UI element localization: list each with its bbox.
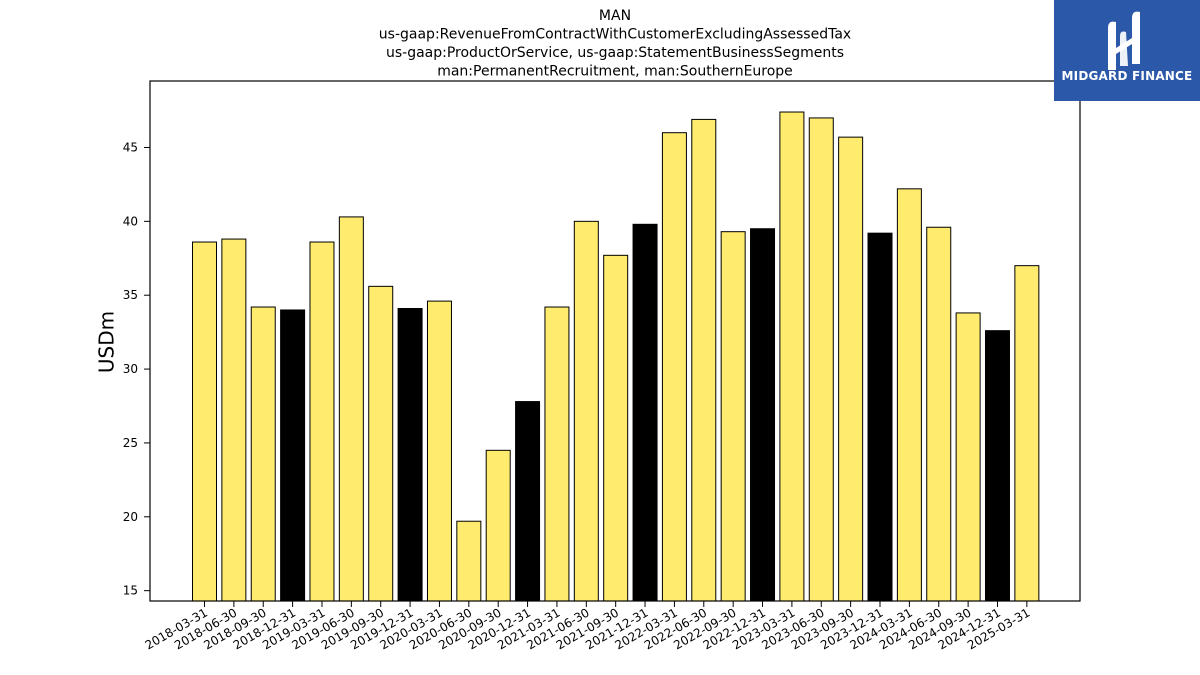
bar-2018-09-30: [250, 306, 276, 602]
bar-2024-09-30: [955, 312, 981, 602]
bar-2019-12-31: [397, 308, 423, 602]
bar-2018-12-31: [280, 309, 306, 602]
y-tick-label: 45: [123, 140, 138, 154]
y-axis-label: USDm: [95, 311, 119, 373]
bar-2025-03-31: [1014, 265, 1040, 602]
bars: [192, 111, 1040, 602]
bar-2019-03-31: [309, 241, 335, 602]
midgard-finance-logo: MIDGARD FINANCE: [1054, 0, 1200, 101]
plot-frame: [149, 80, 1081, 602]
bar-2022-12-31: [750, 228, 776, 602]
bar-2023-12-31: [867, 232, 893, 602]
y-tick-label: 40: [123, 214, 138, 228]
logo-text: MIDGARD FINANCE: [1061, 69, 1193, 83]
chart-title-line: man:PermanentRecruitment, man:SouthernEu…: [437, 64, 793, 80]
bar-2024-06-30: [926, 226, 952, 602]
bar-2020-06-30: [456, 520, 482, 602]
bar-2020-03-31: [426, 300, 452, 602]
bar-2023-09-30: [838, 136, 864, 602]
y-tick-label: 35: [123, 288, 138, 302]
y-axis: 15 20 25 30 35 40 45: [123, 140, 150, 598]
chart-title-line: MAN: [599, 8, 631, 24]
chart-title-line: us-gaap:RevenueFromContractWithCustomerE…: [379, 27, 851, 43]
bar-2018-06-30: [221, 238, 247, 602]
bar-2020-09-30: [485, 449, 511, 602]
y-tick-label: 30: [123, 362, 138, 376]
bar-2019-09-30: [368, 285, 394, 602]
bar-2021-12-31: [632, 223, 658, 602]
y-tick-label: 25: [123, 436, 138, 450]
bar-2020-12-31: [515, 401, 541, 602]
bar-2023-03-31: [779, 111, 805, 602]
chart-title-line: us-gaap:ProductOrService, us-gaap:Statem…: [386, 45, 844, 61]
bar-2022-03-31: [661, 132, 687, 602]
bar-2024-12-31: [984, 330, 1010, 602]
bar-2023-06-30: [808, 117, 834, 602]
y-tick-label: 15: [123, 584, 138, 598]
bar-2019-06-30: [338, 216, 364, 602]
bar-2022-09-30: [720, 231, 746, 602]
bar-2021-03-31: [544, 306, 570, 602]
bar-2024-03-31: [896, 188, 922, 602]
bar-2022-06-30: [691, 118, 717, 602]
chart-title: MAN us-gaap:RevenueFromContractWithCustom…: [379, 8, 851, 80]
bar-2021-06-30: [573, 220, 599, 602]
x-axis: 2018-03-312018-06-302018-09-302018-12-31…: [143, 601, 1032, 652]
logo-mark-icon: [1108, 11, 1140, 70]
bar-2021-09-30: [603, 254, 629, 602]
bar-2018-03-31: [192, 241, 217, 602]
y-tick-label: 20: [123, 510, 138, 524]
